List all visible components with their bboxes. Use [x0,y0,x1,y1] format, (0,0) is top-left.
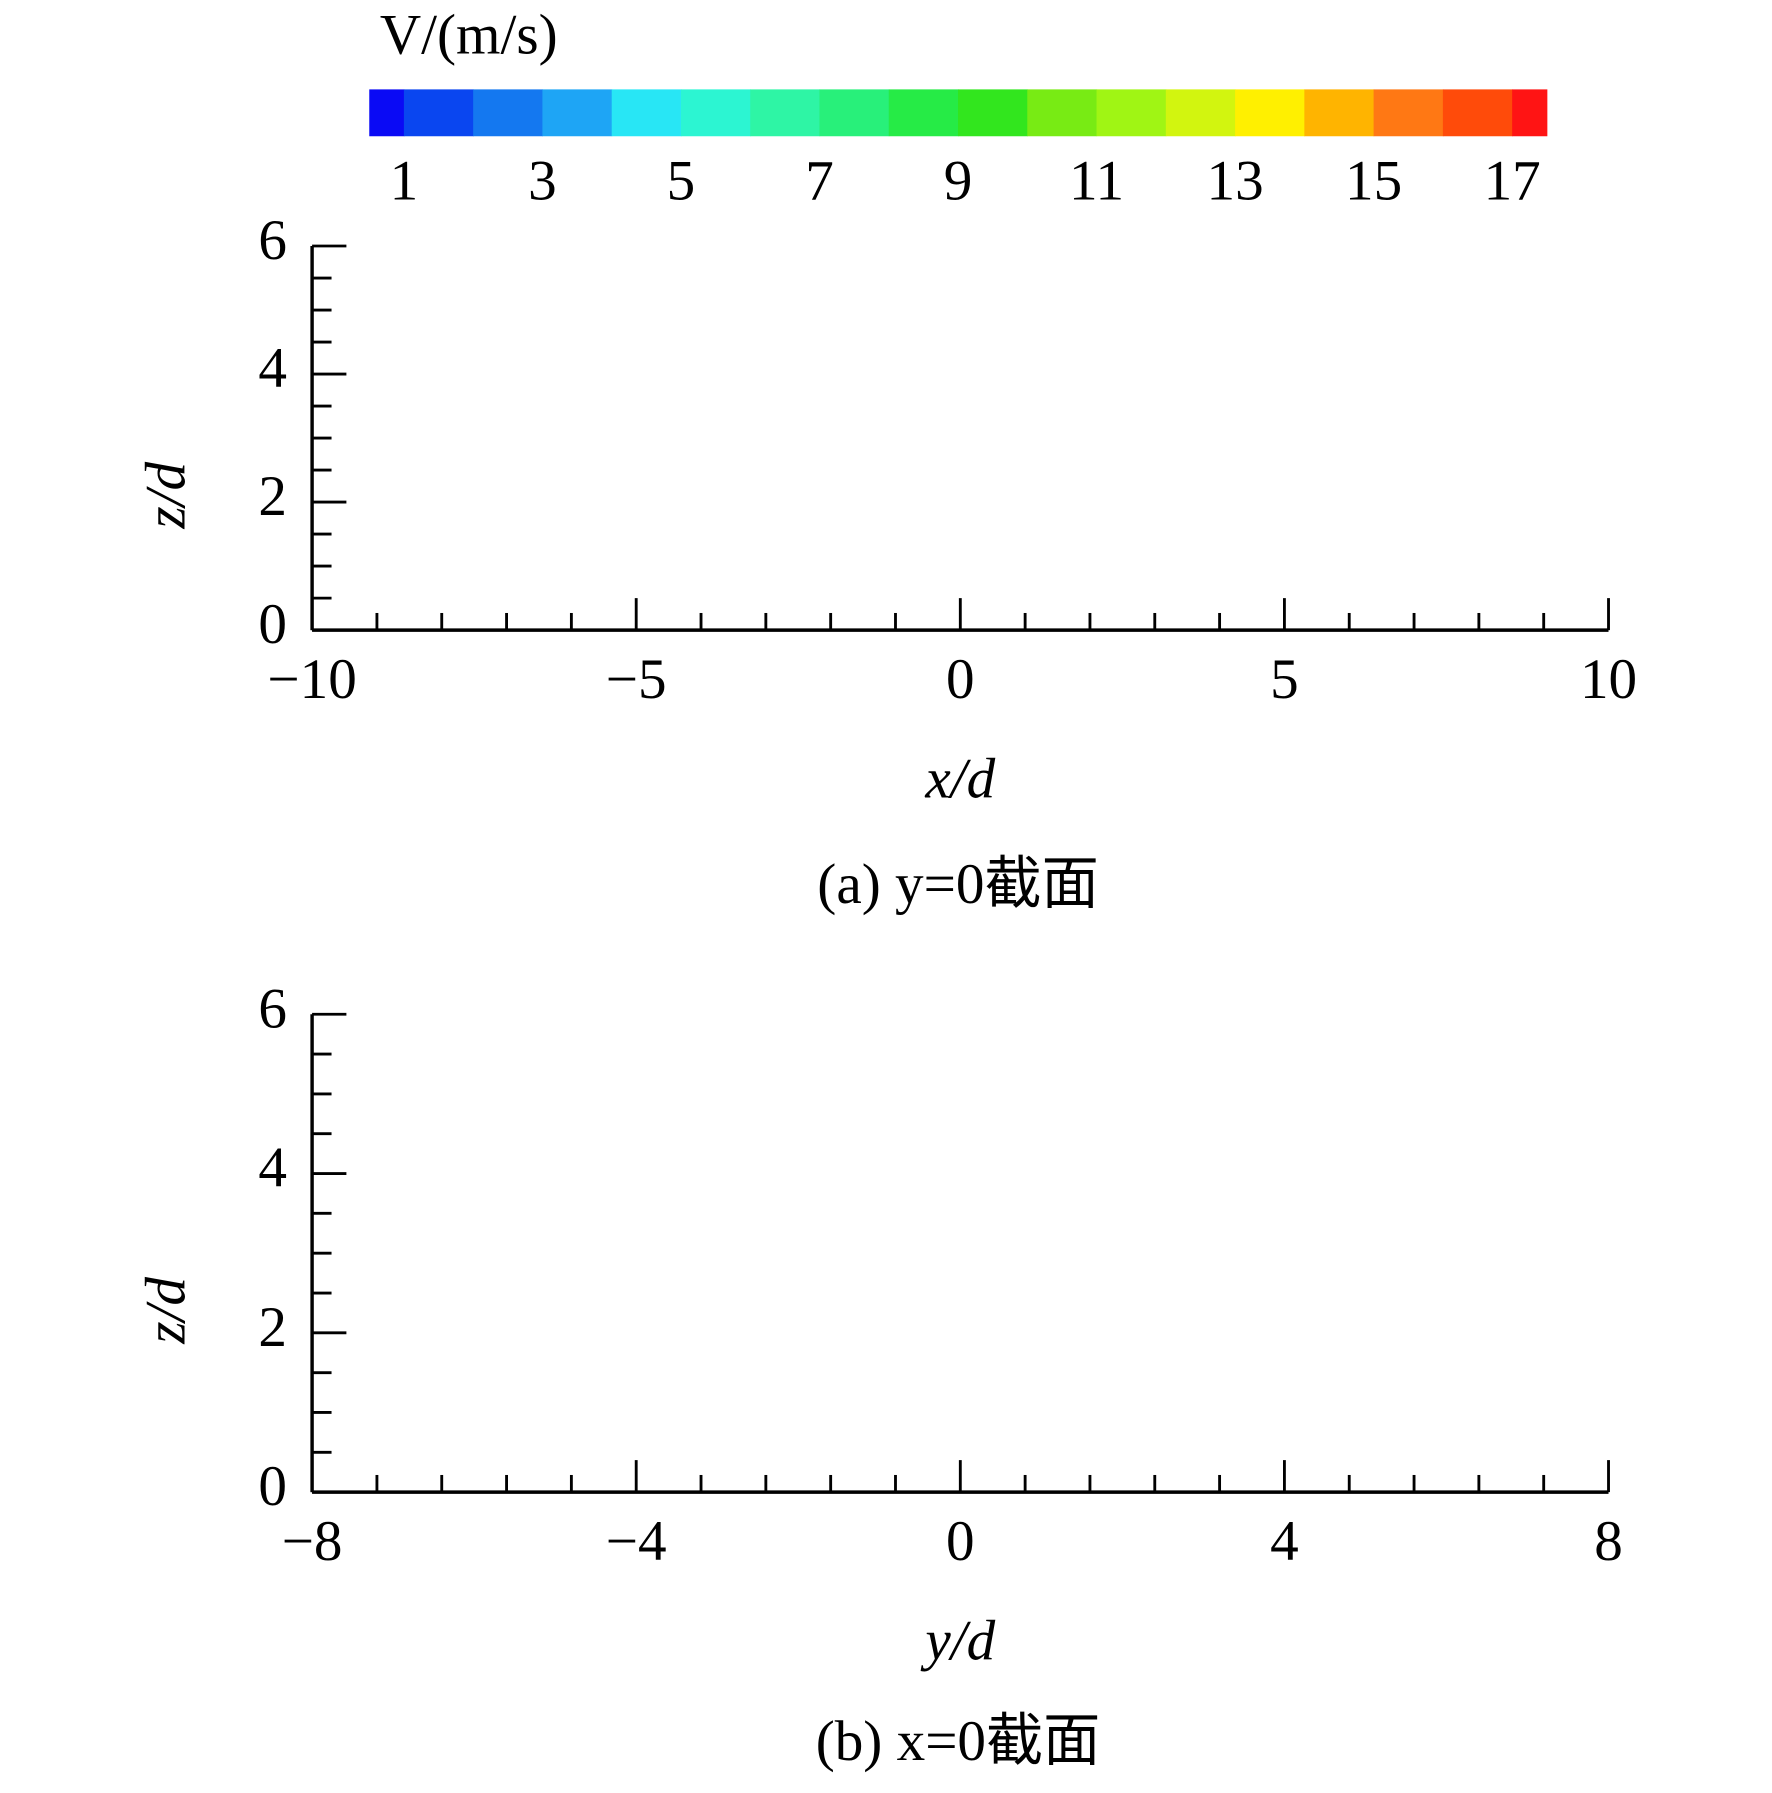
colorbar-band [819,89,890,137]
y-tick-label: 4 [258,1137,287,1200]
y-tick-label: 6 [258,209,287,272]
y-tick-label: 6 [258,977,287,1040]
colorbar-tick-label: 17 [1484,150,1541,213]
colorbar-band [958,89,1028,137]
x-tick-label: −4 [606,1510,667,1573]
colorbar-tick-label: 5 [667,150,696,213]
y-tick-label: 2 [258,465,287,528]
colorbar-band [1096,89,1167,137]
colorbar-band [1235,89,1305,137]
colorbar-band [888,89,959,137]
colorbar-band [403,89,474,137]
panel-a: −10 −5 0 5 10 0 2 4 6 x/d z/d (a) y=0截面 [135,209,1637,916]
colorbar-band [1512,89,1548,137]
x-tick-label: 0 [946,1510,975,1573]
colorbar-band [750,89,821,137]
x-tick-label: 8 [1594,1510,1623,1573]
colorbar: 1 3 5 7 9 11 13 15 17 [369,89,1548,213]
colorbar-band [1165,89,1236,137]
colorbar-band [680,89,751,137]
colorbar-band [542,89,613,137]
colorbar-title: V/(m/s) [380,3,558,66]
colorbar-band [1442,89,1513,137]
x-tick-label: 5 [1270,648,1299,711]
colorbar-band [473,89,543,137]
colorbar-band [1373,89,1444,137]
x-tick-label: −8 [282,1510,343,1573]
x-axis-label: y/d [920,1610,995,1673]
colorbar-tick-label: 7 [805,150,834,213]
colorbar-tick-label: 13 [1207,150,1264,213]
x-tick-label: 10 [1580,648,1637,711]
colorbar-tick-label: 1 [390,150,419,213]
colorbar-tick-label: 11 [1069,150,1124,213]
colorbar-tick-label: 15 [1345,150,1402,213]
y-tick-label: 0 [258,1455,287,1518]
panel-b: −8 −4 0 4 8 0 2 4 6 y/d z/d (b) x=0截面 [135,977,1623,1773]
colorbar-band [1304,89,1375,137]
colorbar-tick-label: 3 [528,150,557,213]
x-axis-label: x/d [924,748,995,811]
x-tick-label: 0 [946,648,975,711]
colorbar-band [611,89,682,137]
x-tick-label: 4 [1270,1510,1299,1573]
colorbar-band [369,89,405,137]
y-axis-label: z/d [135,461,198,529]
x-tick-label: −5 [606,648,667,711]
colorbar-tick-label: 9 [944,150,973,213]
colorbar-band [1027,89,1098,137]
caption: (a) y=0截面 [817,853,1098,916]
y-tick-label: 2 [258,1296,287,1359]
y-axis-label: z/d [135,1277,198,1345]
y-tick-label: 4 [258,337,287,400]
x-tick-label: −10 [267,648,356,711]
y-tick-label: 0 [258,593,287,656]
caption: (b) x=0截面 [816,1710,1101,1773]
